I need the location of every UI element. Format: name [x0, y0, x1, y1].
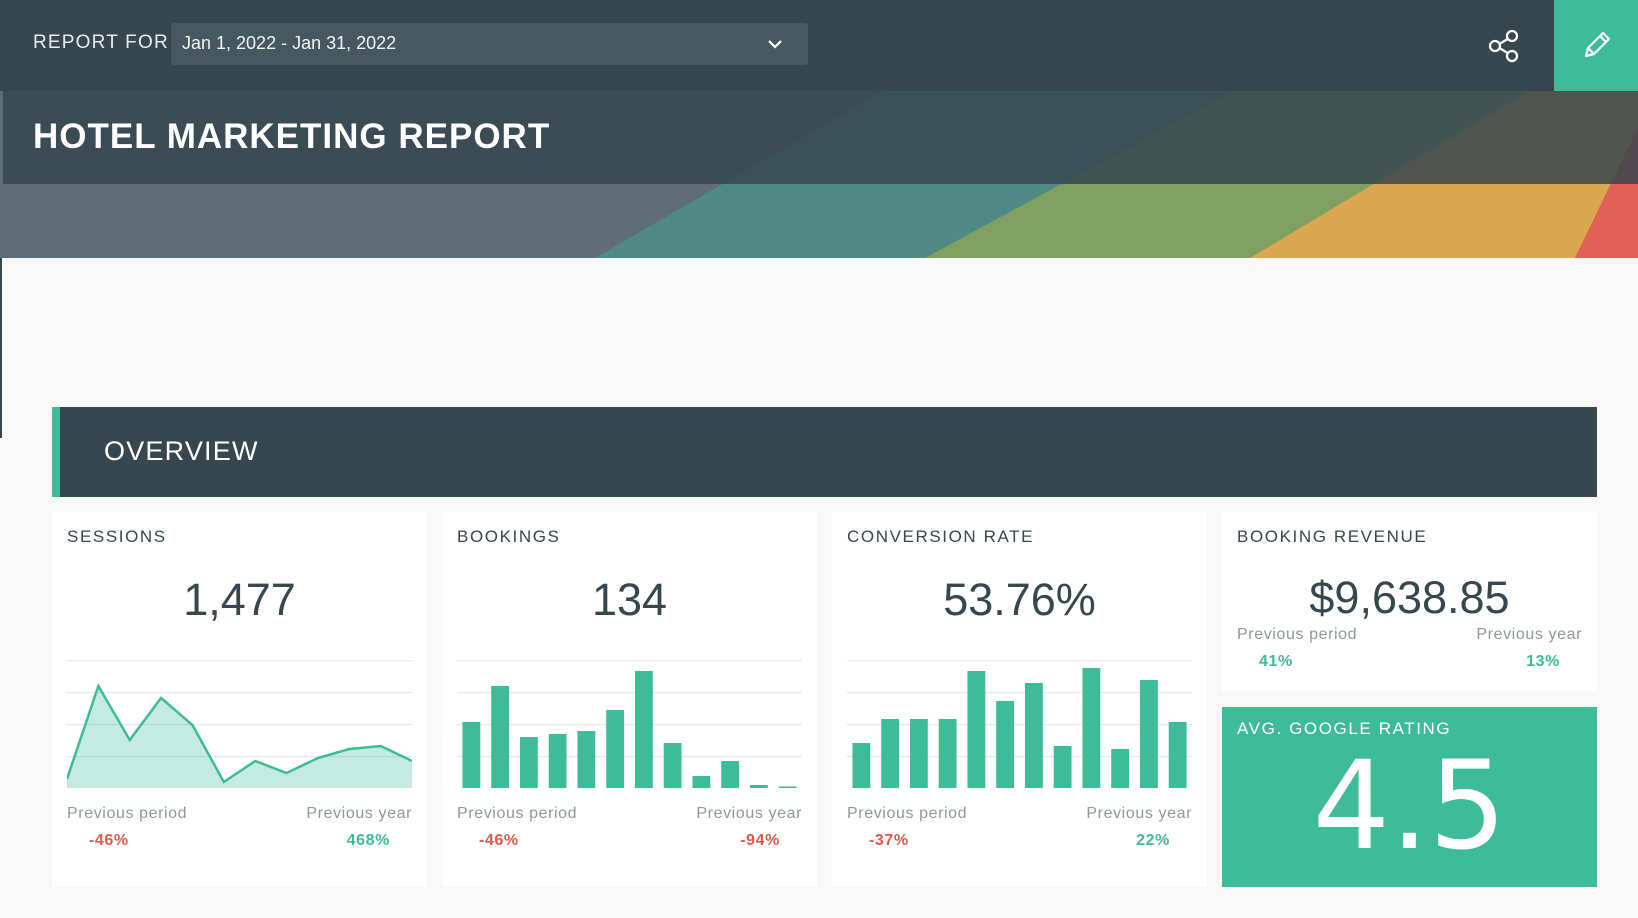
sessions-prev-period-value: -46% [89, 832, 129, 849]
report-header: REPORT FOR Jan 1, 2022 - Jan 31, 2022 [0, 0, 1638, 258]
chart-bar [606, 710, 625, 788]
rating-value: 4.5 [1312, 735, 1507, 877]
chart-bar [548, 734, 567, 788]
sessions-card: SESSIONS 1,477 Previous period Previous … [52, 512, 427, 887]
rating-label: AVG. GOOGLE RATING [1237, 719, 1452, 738]
bookings-prev-year-value: -94% [740, 832, 780, 849]
report-for-label: REPORT FOR [33, 32, 169, 53]
chart-bar [996, 701, 1015, 788]
chart-bar [634, 671, 653, 788]
conversion-prev-year-label: Previous year [1086, 805, 1192, 822]
revenue-card: BOOKING REVENUE $9,638.85 Previous perio… [1222, 512, 1597, 691]
revenue-value: $9,638.85 [1309, 572, 1510, 623]
revenue-prev-year-label: Previous year [1476, 626, 1582, 643]
sessions-prev-year-label: Previous year [306, 805, 412, 822]
conversion-prev-period-value: -37% [869, 832, 909, 849]
revenue-prev-year-value: 13% [1526, 653, 1560, 670]
title-bar [3, 91, 1638, 184]
date-range-value: Jan 1, 2022 - Jan 31, 2022 [182, 33, 397, 53]
chart-bar [967, 671, 986, 788]
chart-series-line [67, 682, 412, 784]
share-button[interactable] [1484, 26, 1524, 66]
conversion-label: CONVERSION RATE [847, 527, 1035, 546]
chart-bar [491, 686, 510, 788]
conversion-value: 53.76% [943, 574, 1096, 625]
chart-bar [1082, 668, 1101, 788]
chart-bar [1053, 746, 1072, 788]
chart-bar [909, 719, 928, 788]
chart-bar [663, 743, 682, 788]
chart-bar [881, 719, 900, 788]
chevron-down-icon [768, 40, 782, 49]
chart-bar [852, 743, 871, 788]
conversion-prev-period-label: Previous period [847, 805, 968, 822]
chart-bar [577, 731, 596, 788]
bookings-prev-period-value: -46% [479, 832, 519, 849]
conversion-prev-year-value: 22% [1136, 832, 1170, 849]
conversion-card: CONVERSION RATE 53.76% Previous period P… [832, 512, 1207, 887]
chart-bar [519, 737, 538, 788]
bookings-value: 134 [591, 574, 668, 625]
chart-bar [778, 786, 797, 788]
sessions-prev-period-label: Previous period [67, 805, 188, 822]
sessions-area-chart [67, 660, 412, 788]
pencil-icon [1584, 31, 1611, 58]
sessions-value: 1,477 [183, 574, 296, 625]
bookings-prev-period-label: Previous period [457, 805, 578, 822]
chart-bar [692, 776, 711, 788]
overview-section-header: OVERVIEW [52, 407, 1597, 497]
left-divider [0, 258, 2, 438]
share-icon [1488, 29, 1519, 63]
chart-bar [1168, 722, 1187, 788]
chart-bar [1111, 749, 1130, 788]
chart-bar [462, 722, 481, 788]
chart-bar [1024, 683, 1043, 788]
bookings-prev-year-label: Previous year [696, 805, 802, 822]
date-range-select[interactable]: Jan 1, 2022 - Jan 31, 2022 [171, 23, 808, 65]
chart-area-fill [67, 686, 412, 788]
chart-bar [938, 719, 957, 788]
revenue-prev-period-value: 41% [1259, 653, 1293, 670]
chart-bar [1139, 680, 1158, 788]
bookings-bar-chart [457, 660, 802, 788]
page-title: HOTEL MARKETING REPORT [33, 117, 551, 156]
bookings-label: BOOKINGS [457, 527, 561, 546]
chart-bar [721, 761, 740, 788]
sessions-prev-year-value: 468% [346, 832, 390, 849]
overview-title: OVERVIEW [104, 436, 259, 466]
rating-card: AVG. GOOGLE RATING 4.5 [1222, 707, 1597, 887]
bookings-card: BOOKINGS 134 Previous period Previous ye… [442, 512, 817, 887]
revenue-prev-period-label: Previous period [1237, 626, 1358, 643]
conversion-bar-chart [847, 660, 1192, 788]
sessions-label: SESSIONS [67, 527, 167, 546]
chart-bar [749, 785, 768, 788]
edit-button[interactable] [1554, 0, 1638, 91]
revenue-label: BOOKING REVENUE [1237, 527, 1428, 546]
